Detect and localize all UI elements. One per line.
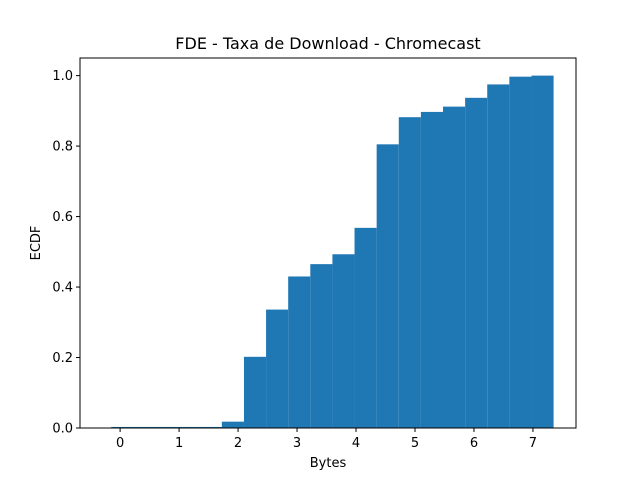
ecdf-bar-3 (177, 426, 200, 428)
ecdf-bar-2 (155, 426, 178, 428)
ecdf-bar-0 (111, 426, 134, 428)
ecdf-bar-8 (288, 276, 311, 428)
ecdf-bar-6 (243, 356, 267, 428)
ecdf-bar-4 (199, 426, 222, 428)
ecdf-bar-7 (266, 309, 289, 428)
ecdf-bar-12 (376, 144, 399, 429)
ecdf-bar-14 (420, 111, 444, 429)
y-tick-label-1: 0.2 (52, 351, 73, 366)
x-tick-label-4: 4 (352, 436, 360, 451)
x-tick-label-0: 0 (116, 436, 124, 451)
y-tick-label-5: 1.0 (52, 69, 73, 84)
ecdf-bar-9 (310, 264, 333, 428)
x-tick-label-5: 5 (411, 436, 419, 451)
x-axis-ticks: 0 1 2 3 4 5 6 7 (116, 428, 537, 451)
y-tick-label-0: 0.0 (52, 422, 73, 437)
x-tick-label-2: 2 (234, 436, 242, 451)
ecdf-bar-18 (509, 76, 532, 428)
x-axis-label: Bytes (310, 456, 347, 471)
ecdf-bar-17 (487, 84, 510, 428)
ecdf-bar-11 (354, 227, 377, 428)
ecdf-bar-1 (133, 426, 156, 428)
x-tick-label-7: 7 (529, 436, 537, 451)
ecdf-bar-13 (398, 117, 421, 428)
histogram-bars (111, 75, 554, 429)
x-tick-label-6: 6 (470, 436, 478, 451)
axes-frame (79, 57, 577, 429)
x-tick-label-1: 1 (175, 436, 183, 451)
ecdf-bar-16 (465, 97, 488, 429)
y-axis-label: ECDF (29, 226, 44, 261)
chart-title: FDE - Taxa de Download - Chromecast (175, 34, 480, 53)
y-tick-label-4: 0.8 (52, 140, 73, 155)
y-tick-label-2: 0.4 (52, 281, 73, 296)
ecdf-bar-5 (221, 421, 244, 428)
y-tick-label-3: 0.6 (52, 210, 73, 225)
x-tick-label-3: 3 (293, 436, 301, 451)
ecdf-bar-19 (531, 75, 554, 428)
y-axis-ticks: 0.0 0.2 0.4 0.6 0.8 1.0 (52, 69, 80, 437)
ecdf-bar-10 (332, 254, 355, 428)
ecdf-bar-15 (443, 106, 466, 428)
